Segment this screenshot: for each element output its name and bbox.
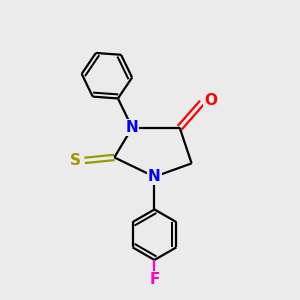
Text: O: O [204,94,217,109]
Text: F: F [149,272,160,287]
Text: S: S [70,153,81,168]
Text: N: N [148,169,161,184]
Text: N: N [126,120,139,135]
